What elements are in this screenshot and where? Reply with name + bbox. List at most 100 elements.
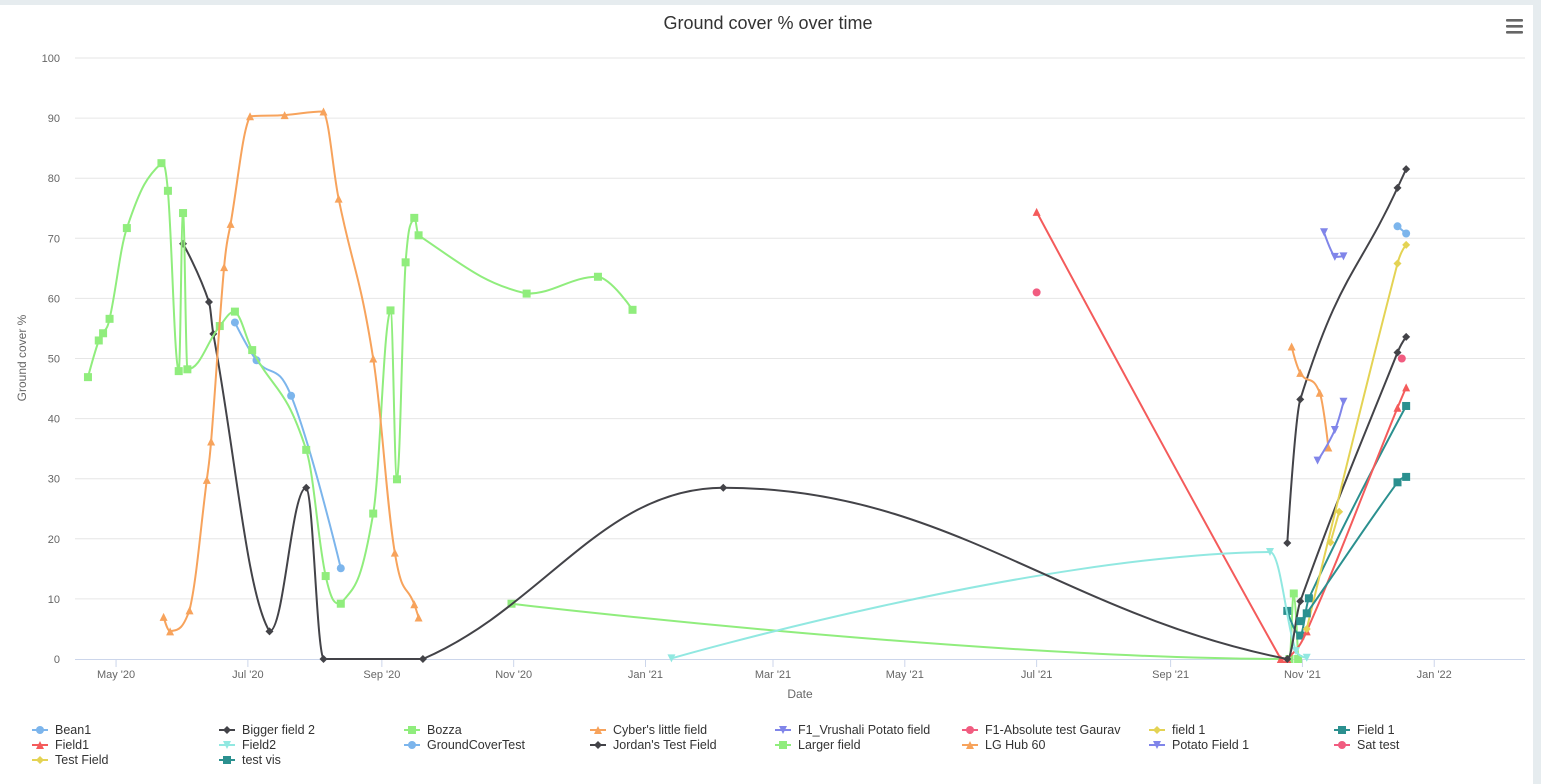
data-point [226, 219, 235, 228]
data-point [265, 627, 274, 636]
legend-item[interactable]: F1-Absolute test Gaurav [962, 723, 1121, 737]
x-tick-label: Nov '21 [1284, 669, 1321, 681]
legend-marker [1338, 726, 1346, 734]
data-point [287, 391, 296, 400]
legend-label: F1_Vrushali Potato field [798, 723, 930, 737]
legend-label: Field 1 [1357, 723, 1395, 737]
legend-item[interactable]: LG Hub 60 [962, 738, 1046, 752]
y-tick-label: 60 [48, 293, 60, 305]
data-point [230, 307, 239, 316]
x-tick-label: Sep '20 [363, 669, 400, 681]
series-test-field [1302, 240, 1411, 633]
data-point [1296, 631, 1305, 640]
data-point [1283, 539, 1292, 548]
data-point [392, 475, 401, 484]
data-point [410, 213, 419, 222]
data-point [1266, 548, 1275, 557]
series-potato-field-1 [1313, 397, 1348, 465]
data-point [122, 224, 131, 233]
legend-marker [36, 741, 44, 749]
legend-label: Field2 [242, 738, 276, 752]
legend-label: Field1 [55, 738, 89, 752]
series-cyber-s-little-field [1287, 342, 1333, 452]
legend-marker [594, 741, 602, 749]
data-point [628, 305, 637, 314]
data-point [1402, 401, 1411, 410]
legend-item[interactable]: Jordan's Test Field [590, 738, 717, 752]
legend-item[interactable]: Cyber's little field [590, 723, 707, 737]
y-tick-label: 40 [48, 414, 60, 426]
data-point [1032, 207, 1041, 216]
legend-item[interactable]: Potato Field 1 [1149, 738, 1249, 752]
legend-item[interactable]: Bean1 [32, 723, 91, 737]
data-point [207, 437, 216, 446]
y-axis-title: Ground cover % [15, 314, 29, 401]
legend-item[interactable]: F1_Vrushali Potato field [775, 723, 930, 737]
chart-background [0, 5, 1533, 784]
data-point [667, 654, 676, 663]
data-point [202, 475, 211, 484]
series-lg-hub-60 [159, 107, 423, 636]
legend-marker [408, 726, 416, 734]
y-tick-label: 90 [48, 113, 60, 125]
data-point [1402, 383, 1411, 392]
series-field2 [667, 548, 1311, 663]
series-line [233, 321, 342, 570]
data-point [105, 314, 114, 323]
data-point [185, 606, 194, 615]
data-point [166, 627, 175, 636]
data-point [1339, 252, 1348, 261]
x-tick-label: Jan '22 [1417, 669, 1452, 681]
data-point [1335, 507, 1344, 516]
data-point [163, 186, 172, 195]
y-tick-label: 10 [48, 594, 60, 606]
legend-item[interactable]: GroundCoverTest [404, 738, 525, 752]
x-axis-title: Date [787, 687, 813, 701]
legend-item[interactable]: Bozza [404, 723, 462, 737]
y-tick-label: 80 [48, 173, 60, 185]
legend-item[interactable]: Field1 [32, 738, 89, 752]
legend-item[interactable]: Test Field [32, 753, 109, 767]
data-point [179, 209, 188, 218]
data-point [336, 599, 345, 608]
data-point [248, 346, 257, 355]
legend-item[interactable]: Field 1 [1334, 723, 1395, 737]
x-tick-label: Jul '21 [1021, 669, 1052, 681]
data-point [1330, 426, 1339, 435]
data-point [246, 112, 255, 121]
y-tick-label: 100 [42, 53, 60, 65]
data-point [1402, 240, 1411, 249]
legend-item[interactable]: test vis [219, 753, 281, 767]
series-bean1 [1393, 222, 1411, 238]
legend-item[interactable]: Field2 [219, 738, 276, 752]
legend-item[interactable]: field 1 [1149, 723, 1205, 737]
legend-item[interactable]: Bigger field 2 [219, 723, 315, 737]
hamburger-menu-icon[interactable] [1500, 14, 1530, 38]
data-point [410, 600, 419, 609]
data-point [1276, 655, 1285, 663]
data-point [1313, 456, 1322, 465]
legend-marker [779, 726, 787, 734]
data-point [174, 367, 183, 376]
data-point [1393, 183, 1402, 192]
data-point [414, 613, 423, 622]
x-tick-label: Jan '21 [628, 669, 663, 681]
y-tick-label: 20 [48, 534, 60, 546]
data-point [1302, 609, 1311, 618]
data-point [1402, 229, 1411, 238]
legend-label: Bozza [427, 723, 462, 737]
legend: Bean1 Bigger field 2 Bozza Cyber's little f… [32, 723, 1400, 767]
legend-label: test vis [242, 753, 281, 767]
top-border [0, 0, 1541, 5]
legend-label: Jordan's Test Field [613, 738, 717, 752]
data-point [1296, 395, 1305, 404]
legend-item[interactable]: Sat test [1334, 738, 1400, 752]
legend-item[interactable]: Larger field [775, 738, 861, 752]
data-point [83, 373, 92, 382]
y-tick-label: 50 [48, 354, 60, 366]
data-point [302, 445, 311, 454]
data-point [1339, 397, 1348, 406]
data-point [1393, 259, 1402, 268]
data-point [1296, 368, 1305, 377]
